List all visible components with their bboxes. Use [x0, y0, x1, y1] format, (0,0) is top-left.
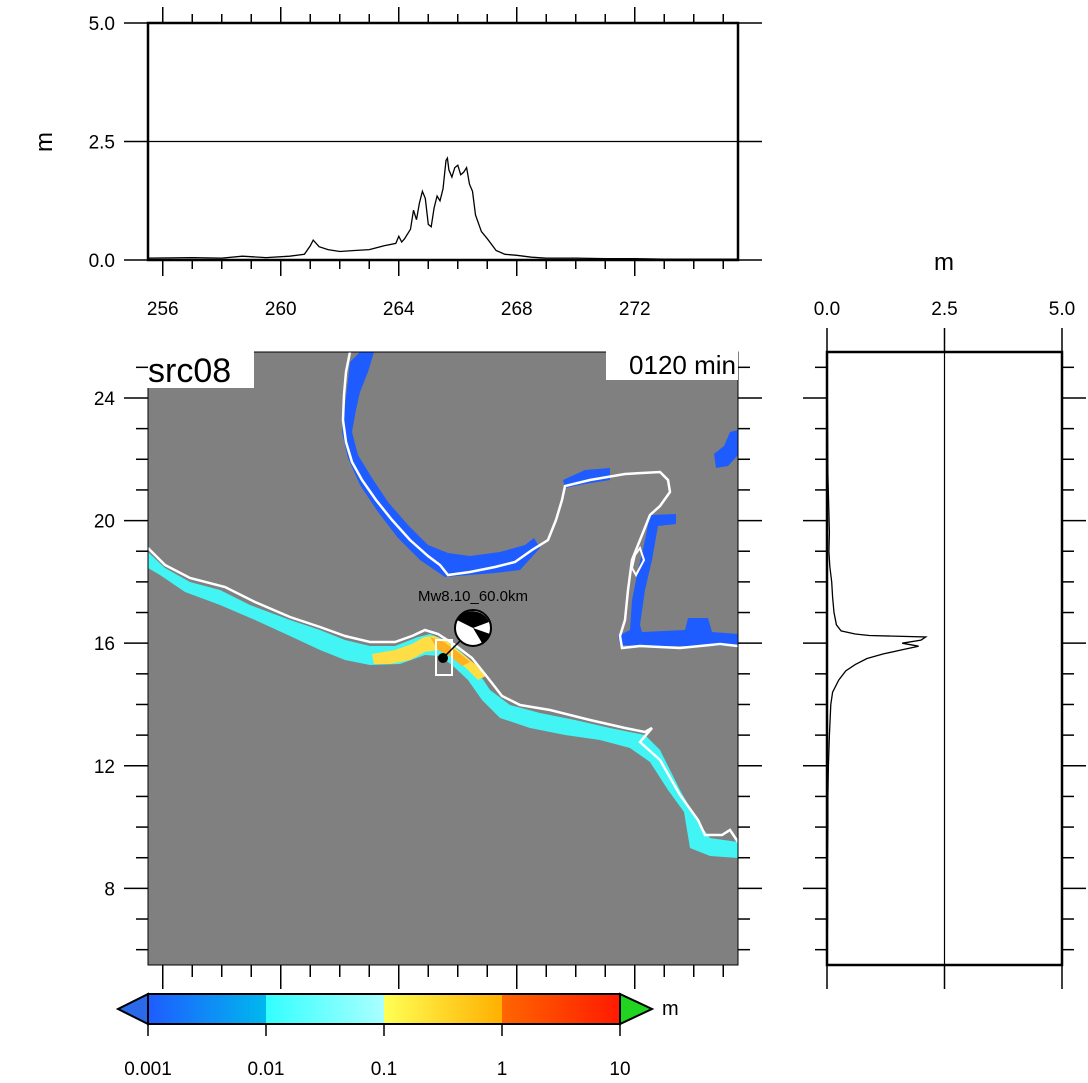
- time-label-box: [606, 350, 738, 380]
- right-x-axis-label: m: [934, 249, 954, 276]
- coastline-pacific: [147, 547, 740, 843]
- caribbean-band: [618, 514, 738, 646]
- colorbar-ticks: 0.001 0.01 0.1 1 10: [124, 1024, 631, 1080]
- colorbar-seg-1: [148, 994, 266, 1024]
- top-profile-line: [148, 156, 738, 260]
- top-y-axis-label: m: [31, 132, 58, 152]
- map-ytick-label: 12: [94, 757, 115, 778]
- colorbar-seg-3: [384, 994, 502, 1024]
- top-ytick-label: 5.0: [89, 14, 115, 35]
- colorbar-seg-4: [502, 994, 620, 1024]
- map-ytick-label: 20: [94, 512, 115, 533]
- right-y-ticks: [803, 366, 1086, 951]
- colorbar-under-triangle: [115, 992, 149, 1026]
- colorbar-tick-label: 0.1: [371, 1059, 397, 1080]
- top-y-ticks: 0.0 2.5 5.0: [89, 14, 762, 272]
- top-profile-panel: 0.0 2.5 5.0 256 260 264 268 272 m: [31, 7, 762, 320]
- top-xtick-label: 268: [501, 299, 533, 320]
- top-x-ticks: 256 260 264 268 272: [147, 7, 724, 320]
- right-xtick-label: 5.0: [1049, 299, 1075, 320]
- map-ytick-label: 24: [94, 389, 116, 410]
- right-xtick-label: 2.5: [931, 299, 957, 320]
- map-x-ticks: [162, 965, 724, 989]
- colorbar-tick-label: 0.01: [248, 1059, 285, 1080]
- colorbar-seg-2: [266, 994, 384, 1024]
- map-panel: Mw8.10_60.0km src08 0120 min 24 20 16 12 8: [94, 350, 762, 989]
- focal-mechanism-beachball: [454, 609, 492, 647]
- colorbar-tick-label: 0.001: [124, 1059, 172, 1080]
- source-label: Mw8.10_60.0km: [418, 588, 528, 605]
- fault-rectangle: [435, 639, 453, 676]
- coastline-gulf: [341, 351, 739, 650]
- coastline-inlet: [630, 545, 646, 578]
- top-ytick-label: 0.0: [89, 251, 115, 272]
- colorbar-unit: m: [662, 998, 679, 1020]
- right-xtick-label: 0.0: [814, 299, 840, 320]
- map-frame: [147, 351, 739, 966]
- right-profile-line: [827, 352, 928, 965]
- top-xtick-label: 256: [147, 299, 179, 320]
- colorbar-over-triangle: [619, 992, 655, 1026]
- top-xtick-label: 272: [619, 299, 651, 320]
- map-ytick-label: 16: [94, 634, 115, 655]
- map-title-box: [146, 350, 254, 388]
- colorbar-tick-label: 1: [497, 1059, 508, 1080]
- colorbar-tick-label: 10: [609, 1059, 630, 1080]
- top-xtick-label: 264: [383, 299, 415, 320]
- map-y-ticks: 24 20 16 12 8: [94, 366, 762, 951]
- top-right-band: [714, 430, 738, 468]
- epicenter-dot: [438, 653, 448, 663]
- right-profile-panel: 0.0 2.5 5.0 m: [803, 249, 1086, 989]
- top-xtick-label: 260: [265, 299, 297, 320]
- colorbar: m 0.001 0.01 0.1 1 10: [115, 992, 679, 1080]
- right-x-ticks: 0.0 2.5 5.0: [814, 299, 1075, 989]
- map-ytick-label: 8: [104, 879, 115, 900]
- time-label: 0120 min: [629, 350, 736, 380]
- map-title: src08: [148, 352, 231, 390]
- pacific-cyan-band: [148, 552, 738, 858]
- top-ytick-label: 2.5: [89, 133, 115, 154]
